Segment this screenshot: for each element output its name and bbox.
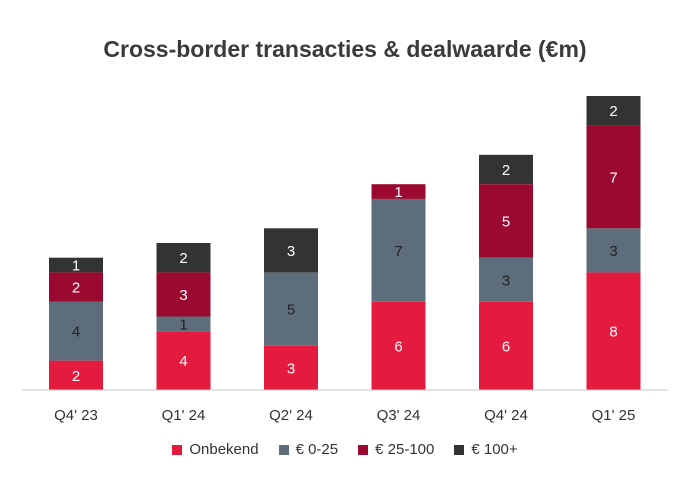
x-tick-label-q4-24: Q4' 24 xyxy=(484,407,528,424)
bar-eur-0-25-q4-23 xyxy=(49,301,103,361)
bar-onbekend-q1-25 xyxy=(586,272,641,390)
data-label-onbekend-q1-25: 8 xyxy=(609,324,617,341)
x-tick-label-q2-24: Q2' 24 xyxy=(269,407,313,424)
bar-eur-100-plus-q4-23 xyxy=(49,257,103,273)
data-label-onbekend-q4-23: 2 xyxy=(72,368,80,385)
data-label-eur-25-100-q3-24: 1 xyxy=(394,184,402,201)
data-label-eur-100-plus-q2-24: 3 xyxy=(287,243,295,260)
data-label-onbekend-q4-24: 6 xyxy=(502,338,510,355)
data-label-eur-0-25-q1-25: 3 xyxy=(609,243,617,260)
bar-eur-0-25-q1-24 xyxy=(156,316,211,332)
bar-onbekend-q4-23 xyxy=(49,360,103,390)
bar-eur-25-100-q4-23 xyxy=(49,272,103,302)
bar-onbekend-q3-24 xyxy=(371,301,426,390)
chart-title: Cross-border transacties & dealwaarde (€… xyxy=(103,36,587,62)
bar-onbekend-q1-24 xyxy=(156,331,211,390)
x-tick-label-q1-25: Q1' 25 xyxy=(592,407,636,424)
bar-eur-0-25-q1-25 xyxy=(586,228,641,273)
data-label-eur-100-plus-q4-24: 2 xyxy=(502,162,510,179)
legend-label-onbekend: Onbekend xyxy=(189,441,259,458)
data-label-eur-0-25-q4-24: 3 xyxy=(502,272,510,289)
data-label-onbekend-q1-24: 4 xyxy=(179,353,187,370)
data-label-eur-25-100-q4-23: 2 xyxy=(72,280,80,297)
x-tick-label-q4-23: Q4' 23 xyxy=(54,407,98,424)
data-label-eur-0-25-q1-24: 1 xyxy=(179,316,187,333)
legend-swatch-eur-100-plus xyxy=(454,444,465,455)
bar-eur-100-plus-q4-24 xyxy=(479,154,533,185)
data-label-eur-0-25-q4-23: 4 xyxy=(72,324,80,341)
data-label-eur-25-100-q4-24: 5 xyxy=(502,213,510,230)
legend-item-eur-25-100: € 25-100 xyxy=(358,441,434,458)
legend-label-eur-25-100: € 25-100 xyxy=(375,441,435,458)
bar-eur-25-100-q1-25 xyxy=(586,125,641,229)
bar-eur-100-plus-q2-24 xyxy=(264,228,318,273)
legend-swatch-eur-25-100 xyxy=(358,444,369,455)
bar-eur-0-25-q3-24 xyxy=(371,198,426,302)
x-tick-label-q3-24: Q3' 24 xyxy=(377,407,421,424)
data-label-eur-0-25-q3-24: 7 xyxy=(394,243,402,260)
bar-eur-100-plus-q1-25 xyxy=(586,96,641,126)
legend-swatch-onbekend xyxy=(172,444,183,455)
data-label-onbekend-q3-24: 6 xyxy=(394,338,402,355)
data-label-eur-0-25-q2-24: 5 xyxy=(287,302,295,319)
data-label-onbekend-q2-24: 3 xyxy=(287,360,295,377)
bar-onbekend-q2-24 xyxy=(264,345,318,390)
legend-item-eur-0-25: € 0-25 xyxy=(278,441,339,458)
data-label-eur-100-plus-q1-24: 2 xyxy=(179,250,187,267)
legend-label-eur-100-plus: € 100+ xyxy=(471,441,518,458)
legend-label-eur-0-25: € 0-25 xyxy=(295,441,339,458)
data-label-eur-100-plus-q1-25: 2 xyxy=(609,103,617,120)
bar-onbekend-q4-24 xyxy=(479,301,533,390)
bar-eur-25-100-q3-24 xyxy=(371,184,426,199)
legend-item-eur-100-plus: € 100+ xyxy=(454,441,518,458)
bar-eur-25-100-q1-24 xyxy=(156,272,211,317)
legend-item-onbekend: Onbekend xyxy=(172,441,259,458)
bar-eur-100-plus-q1-24 xyxy=(156,243,211,273)
data-label-eur-100-plus-q4-23: 1 xyxy=(72,258,80,275)
bar-eur-25-100-q4-24 xyxy=(479,184,533,258)
data-label-eur-25-100-q1-24: 3 xyxy=(179,287,187,304)
data-label-eur-25-100-q1-25: 7 xyxy=(609,169,617,186)
x-tick-label-q1-24: Q1' 24 xyxy=(162,407,206,424)
legend: Onbekend € 0-25 € 25-100 € 100+ xyxy=(0,441,690,458)
bar-eur-0-25-q2-24 xyxy=(264,272,318,346)
bar-eur-0-25-q4-24 xyxy=(479,257,533,302)
legend-swatch-eur-0-25 xyxy=(278,444,289,455)
